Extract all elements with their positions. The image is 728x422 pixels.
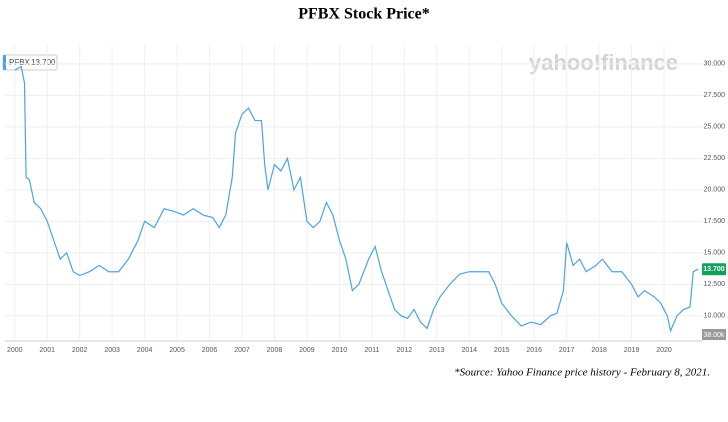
price-badge-label: 13.700 <box>703 266 725 273</box>
price-line <box>14 65 699 333</box>
x-tick-label: 2010 <box>332 347 348 354</box>
legend-ticker: PFBX <box>9 58 31 67</box>
price-badge <box>702 263 726 276</box>
x-tick-label: 2018 <box>591 347 607 354</box>
y-tick-label: 30.000 <box>704 61 726 68</box>
x-tick-label: 2004 <box>137 347 153 354</box>
x-tick-label: 2019 <box>624 347 640 354</box>
y-tick-label: 20.000 <box>704 187 726 194</box>
x-tick-label: 2001 <box>39 347 55 354</box>
x-tick-label: 2013 <box>429 347 445 354</box>
y-tick-label: 27.500 <box>704 92 726 99</box>
legend-price: 13.700 <box>31 58 56 67</box>
x-tick-label: 2016 <box>526 347 542 354</box>
x-tick-label: 2011 <box>364 347 379 354</box>
y-tick-label: 15.000 <box>704 250 726 257</box>
y-tick-label: 17.500 <box>704 218 726 225</box>
source-note: *Source: Yahoo Finance price history - F… <box>454 367 710 379</box>
legend-swatch <box>3 55 6 70</box>
x-tick-label: 2005 <box>169 347 185 354</box>
y-tick-label: 22.500 <box>704 155 726 162</box>
x-tick-label: 2007 <box>234 347 250 354</box>
watermark: yahoo!finance <box>529 50 678 75</box>
x-tick-label: 2003 <box>104 347 120 354</box>
x-tick-label: 2017 <box>559 347 575 354</box>
x-tick-label: 2009 <box>299 347 315 354</box>
y-tick-label: 10.000 <box>704 313 726 320</box>
x-tick-label: 2012 <box>397 347 413 354</box>
x-tick-label: 2000 <box>7 347 23 354</box>
volume-label: 38.00k <box>703 332 725 339</box>
x-tick-label: 2002 <box>72 347 88 354</box>
y-tick-label: 25.000 <box>704 124 726 131</box>
x-tick-label: 2006 <box>202 347 218 354</box>
volume-badge <box>702 329 726 340</box>
x-tick-label: 2008 <box>267 347 283 354</box>
x-tick-label: 2015 <box>494 347 510 354</box>
chart-title: PFBX Stock Price* <box>298 6 430 23</box>
x-tick-label: 2020 <box>656 347 672 354</box>
y-tick-label: 12.500 <box>704 281 726 288</box>
x-tick-label: 2014 <box>461 347 477 354</box>
